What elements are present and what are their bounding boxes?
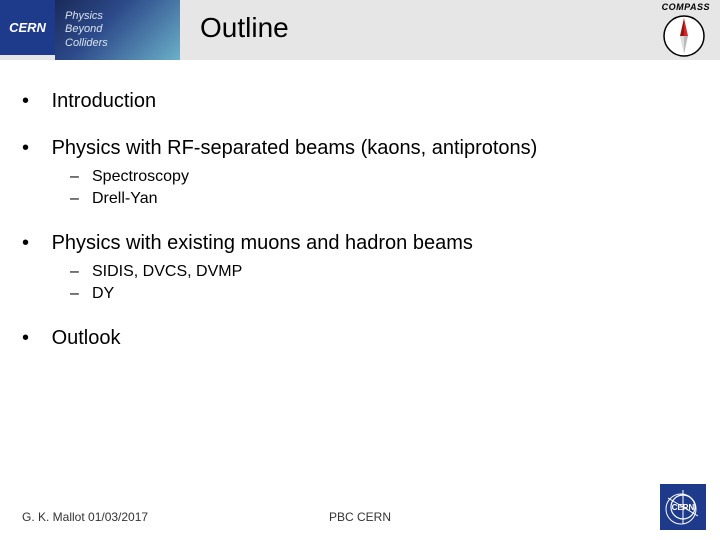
pbc-line2: Beyond [65, 23, 180, 36]
bullet-item: Physics with existing muons and hadron b… [22, 232, 702, 303]
sub-list: SIDIS, DVCS, DVMP DY [70, 263, 702, 303]
slide-content: Introduction Physics with RF-separated b… [22, 90, 702, 374]
slide-footer: G. K. Mallot 01/03/2017 PBC CERN CERN [0, 484, 720, 524]
sub-item: Spectroscopy [70, 168, 702, 186]
cern-circle-icon: CERN [664, 488, 702, 526]
bullet-text: Outlook [52, 327, 121, 349]
pbc-line1: Physics [65, 10, 180, 23]
sub-text: Drell-Yan [92, 190, 158, 207]
slide: CERN Physics Beyond Colliders Outline CO… [0, 0, 720, 540]
footer-center: PBC CERN [329, 510, 391, 524]
bullet-text: Introduction [52, 90, 157, 112]
left-logos: CERN Physics Beyond Colliders [0, 0, 180, 60]
footer-cern-logo: CERN [660, 484, 706, 530]
sub-item: Drell-Yan [70, 190, 702, 208]
cern-logo-text: CERN [9, 20, 46, 35]
sub-item: SIDIS, DVCS, DVMP [70, 263, 702, 281]
slide-header: CERN Physics Beyond Colliders Outline CO… [0, 0, 720, 60]
bullet-item: Physics with RF-separated beams (kaons, … [22, 137, 702, 208]
svg-text:CERN: CERN [672, 503, 695, 512]
compass-logo: COMPASS [658, 2, 714, 58]
pbc-logo: Physics Beyond Colliders [55, 0, 180, 60]
pbc-line3: Colliders [65, 37, 180, 50]
bullet-item: Outlook [22, 327, 702, 350]
sub-text: DY [92, 285, 114, 302]
sub-item: DY [70, 285, 702, 303]
compass-logo-text: COMPASS [662, 2, 710, 12]
bullet-list: Introduction Physics with RF-separated b… [22, 90, 702, 350]
bullet-text: Physics with existing muons and hadron b… [52, 232, 473, 254]
sub-text: SIDIS, DVCS, DVMP [92, 263, 242, 280]
bullet-item: Introduction [22, 90, 702, 113]
compass-icon [662, 14, 706, 58]
slide-title: Outline [200, 12, 289, 44]
footer-author-date: G. K. Mallot 01/03/2017 [22, 510, 148, 524]
sub-list: Spectroscopy Drell-Yan [70, 168, 702, 208]
cern-logo: CERN [0, 0, 55, 55]
bullet-text: Physics with RF-separated beams (kaons, … [52, 137, 538, 159]
sub-text: Spectroscopy [92, 168, 189, 185]
